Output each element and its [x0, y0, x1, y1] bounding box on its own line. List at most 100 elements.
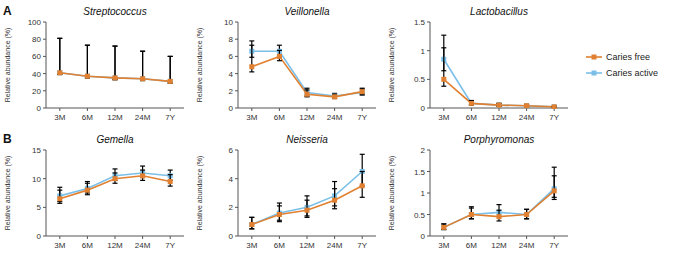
error-cap — [249, 217, 254, 218]
error-cap — [497, 210, 502, 211]
error-bar — [469, 101, 474, 106]
error-bar — [497, 210, 502, 221]
marker — [497, 214, 502, 219]
error-bar — [332, 189, 337, 209]
panel-title: Neisseria — [286, 134, 328, 145]
panel: 02468103M6M12M24M7YRelative abundance (%… — [196, 6, 376, 122]
error-cap — [524, 218, 529, 219]
error-cap — [168, 56, 173, 57]
panel-label: B — [3, 132, 12, 146]
error-bar — [85, 183, 90, 194]
error-cap — [57, 187, 62, 188]
error-cap — [332, 208, 337, 209]
error-bar — [360, 89, 365, 95]
error-cap — [552, 175, 557, 176]
marker — [332, 94, 337, 99]
y-tick-label: 1.5 — [414, 168, 426, 177]
y-axis — [46, 150, 47, 236]
y-tick-label: 0 — [421, 232, 426, 241]
x-tick-label: 7Y — [549, 241, 559, 250]
error-stem — [114, 46, 115, 80]
x-tick-label: 24M — [327, 113, 343, 122]
y-tick-label: 100 — [28, 18, 42, 27]
error-cap — [57, 190, 62, 191]
plot-area — [57, 166, 172, 203]
x-tick-label: 7Y — [165, 113, 175, 122]
error-stem — [142, 51, 143, 80]
x-tick-label: 6M — [82, 113, 93, 122]
series — [57, 166, 172, 202]
y-tick-label: 2 — [421, 146, 426, 155]
error-bar — [85, 45, 90, 78]
error-bar — [469, 101, 474, 106]
legend-label: Caries active — [606, 68, 658, 78]
x-tick-label: 6M — [466, 241, 477, 250]
error-cap — [332, 93, 337, 94]
panel-title: Lactobacillus — [470, 6, 528, 17]
error-cap — [85, 181, 90, 182]
error-cap — [441, 47, 446, 48]
series — [441, 35, 556, 109]
error-cap — [249, 40, 254, 41]
y-tick-label: 10 — [32, 175, 41, 184]
panel: 00.511.523M6M12M24M7YRelative abundance … — [388, 134, 568, 250]
x-tick-label: 7Y — [357, 113, 367, 122]
error-cap — [57, 38, 62, 39]
marker — [441, 225, 446, 230]
series-line — [252, 56, 362, 96]
error-stem — [554, 176, 555, 200]
x-tick-label: 7Y — [357, 241, 367, 250]
series-line — [252, 51, 362, 96]
panel-title: Gemella — [96, 134, 134, 145]
panel-title: Streptococcus — [83, 6, 146, 17]
error-cap — [113, 172, 118, 173]
series-line — [252, 172, 362, 225]
error-bar — [140, 51, 145, 80]
error-bar — [168, 56, 173, 83]
y-tick-label: 10 — [224, 18, 233, 27]
y-axis-label: Relative abundance (%) — [196, 28, 204, 103]
error-bar — [441, 224, 446, 230]
error-cap — [360, 171, 365, 172]
x-tick-label: 24M — [327, 241, 343, 250]
y-tick-label: 6 — [229, 146, 234, 155]
y-axis-label: Relative abundance (%) — [4, 28, 12, 103]
error-stem — [87, 45, 88, 78]
error-cap — [360, 88, 365, 89]
x-tick-label: 24M — [135, 113, 151, 122]
error-cap — [441, 35, 446, 36]
error-stem — [142, 51, 143, 80]
error-bar — [524, 209, 529, 218]
y-tick-label: 2 — [229, 203, 234, 212]
x-axis — [430, 236, 568, 237]
plot-area — [441, 35, 556, 109]
legend-marker — [592, 55, 597, 60]
error-cap — [305, 200, 310, 201]
marker — [113, 176, 118, 181]
error-cap — [140, 51, 145, 52]
error-cap — [277, 50, 282, 51]
error-cap — [168, 169, 173, 170]
x-tick-label: 7Y — [165, 241, 175, 250]
marker — [469, 212, 474, 217]
x-tick-label: 6M — [466, 113, 477, 122]
series — [249, 45, 364, 99]
error-cap — [249, 228, 254, 229]
panel-title: Veillonella — [284, 6, 330, 17]
x-tick-label: 24M — [135, 241, 151, 250]
plot-area — [249, 41, 364, 99]
series — [441, 176, 556, 230]
x-tick-label: 12M — [107, 113, 123, 122]
y-tick-label: 0 — [37, 104, 42, 113]
panel-title: Porphyromonas — [464, 134, 535, 145]
y-tick-label: 2 — [229, 87, 234, 96]
error-cap — [140, 169, 145, 170]
y-axis — [430, 22, 431, 108]
y-tick-label: 80 — [32, 35, 41, 44]
error-cap — [552, 167, 557, 168]
y-tick-label: 5 — [37, 203, 42, 212]
error-cap — [305, 88, 310, 89]
error-cap — [249, 71, 254, 72]
y-axis — [238, 22, 239, 108]
series-line — [444, 189, 554, 228]
